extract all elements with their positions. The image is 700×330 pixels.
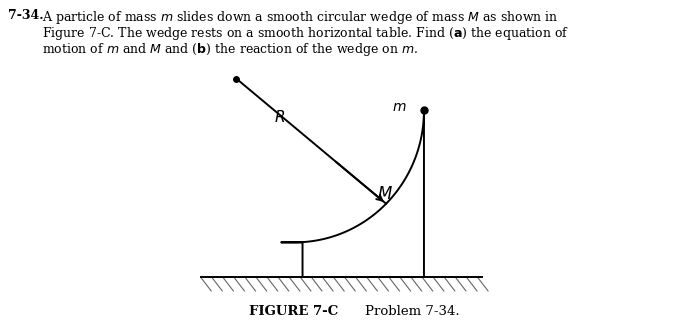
Text: 7-34.: 7-34. — [8, 9, 44, 22]
Text: Problem 7-34.: Problem 7-34. — [365, 305, 459, 318]
Text: A particle of mass $m$ slides down a smooth circular wedge of mass $M$ as shown : A particle of mass $m$ slides down a smo… — [42, 9, 559, 26]
Text: Figure 7-C. The wedge rests on a smooth horizontal table. Find ($\mathbf{a}$) th: Figure 7-C. The wedge rests on a smooth … — [42, 25, 569, 42]
Text: $m$: $m$ — [392, 101, 407, 115]
Text: $M$: $M$ — [377, 186, 393, 203]
Text: FIGURE 7-C: FIGURE 7-C — [249, 305, 338, 318]
Text: motion of $m$ and $M$ and ($\mathbf{b}$) the reaction of the wedge on $m$.: motion of $m$ and $M$ and ($\mathbf{b}$)… — [42, 41, 418, 58]
Text: $R$: $R$ — [274, 109, 286, 125]
Polygon shape — [281, 111, 424, 277]
